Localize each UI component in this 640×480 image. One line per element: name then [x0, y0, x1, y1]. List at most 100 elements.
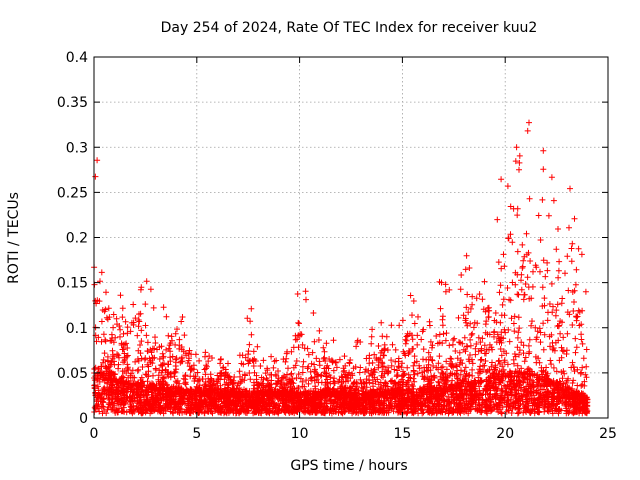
data-point — [510, 377, 517, 384]
data-point — [293, 358, 300, 364]
data-point — [366, 352, 373, 359]
data-point — [458, 272, 465, 278]
data-point — [376, 409, 383, 416]
data-point — [355, 387, 362, 394]
data-point — [559, 319, 565, 326]
data-point — [457, 408, 464, 415]
data-point — [579, 364, 586, 371]
data-point — [501, 382, 508, 389]
data-point — [564, 253, 571, 260]
data-point — [316, 362, 323, 369]
data-point — [436, 353, 443, 360]
data-point — [351, 389, 358, 396]
data-point — [354, 396, 361, 403]
data-point — [324, 379, 330, 386]
data-point — [366, 373, 373, 379]
data-point — [142, 371, 149, 378]
data-point — [98, 318, 105, 325]
data-point — [252, 408, 259, 415]
data-point — [516, 152, 523, 159]
data-point — [423, 390, 430, 397]
data-point — [554, 301, 561, 308]
data-point — [420, 346, 427, 353]
data-point — [374, 376, 381, 383]
data-point — [100, 359, 106, 366]
data-point — [188, 351, 195, 358]
data-point — [522, 354, 529, 361]
data-point — [241, 371, 248, 378]
data-point — [128, 370, 135, 377]
data-point — [501, 312, 508, 319]
data-point — [449, 377, 456, 384]
data-point — [481, 362, 488, 369]
data-point — [118, 395, 125, 402]
data-point — [345, 400, 352, 407]
data-point — [172, 341, 179, 348]
data-point — [530, 268, 536, 275]
data-point — [150, 372, 156, 379]
data-point — [511, 351, 518, 357]
data-point — [404, 330, 411, 337]
data-point — [337, 403, 343, 410]
data-point — [270, 364, 277, 371]
data-point — [164, 371, 171, 378]
data-point — [134, 406, 141, 413]
data-point — [326, 356, 333, 362]
data-point — [467, 342, 474, 349]
data-point — [528, 322, 535, 329]
data-point — [227, 406, 234, 413]
data-point — [537, 268, 543, 275]
data-point — [108, 406, 115, 413]
data-point — [454, 375, 461, 382]
data-point — [349, 370, 355, 377]
data-point — [333, 359, 339, 365]
data-point — [321, 394, 328, 401]
data-point — [368, 333, 375, 340]
data-point — [490, 375, 497, 382]
data-point — [544, 259, 551, 266]
data-point — [129, 397, 136, 404]
data-point — [371, 369, 378, 376]
data-point — [511, 313, 518, 320]
data-point — [174, 326, 180, 333]
data-point — [148, 389, 155, 396]
data-point — [473, 341, 480, 347]
data-point — [358, 408, 365, 415]
data-point — [461, 368, 468, 375]
data-point — [551, 347, 558, 354]
data-point — [130, 389, 137, 396]
data-point — [263, 375, 270, 382]
data-point — [114, 321, 120, 328]
data-point — [138, 338, 145, 345]
data-point — [469, 330, 476, 337]
data-point — [545, 212, 552, 219]
data-point — [166, 342, 173, 349]
data-point — [523, 230, 530, 237]
data-point — [548, 280, 555, 287]
data-point — [576, 309, 583, 315]
data-point — [448, 382, 455, 389]
data-point — [569, 240, 576, 247]
data-point — [435, 378, 442, 385]
data-point — [124, 361, 131, 368]
data-point — [190, 362, 197, 369]
data-point — [157, 409, 164, 416]
data-point — [512, 353, 519, 360]
data-point — [524, 274, 531, 281]
data-point — [472, 345, 479, 352]
data-point — [396, 322, 403, 329]
data-point — [469, 372, 476, 379]
data-point — [457, 359, 464, 366]
data-point — [217, 392, 224, 398]
data-point — [571, 299, 577, 305]
data-point — [236, 368, 243, 375]
data-point — [165, 345, 172, 352]
data-point — [91, 366, 98, 373]
data-point — [501, 326, 508, 333]
data-point — [221, 385, 228, 392]
data-point — [142, 322, 149, 329]
data-point — [448, 394, 455, 401]
data-point — [558, 300, 565, 307]
data-point — [351, 406, 358, 412]
data-point — [104, 353, 111, 360]
